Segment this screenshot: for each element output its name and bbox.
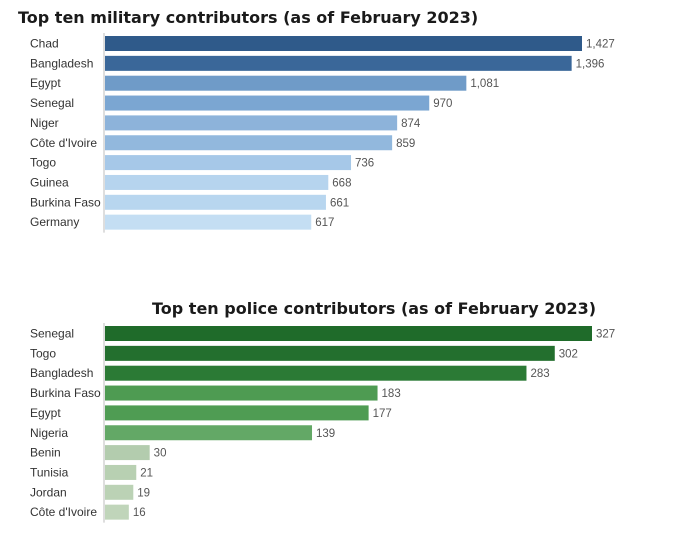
police-bar: [105, 464, 137, 480]
police-category-label: Burkina Faso: [30, 386, 101, 400]
police-category-label: Togo: [30, 346, 56, 360]
military-bar: [105, 75, 467, 91]
military-bar: [105, 115, 398, 131]
police-bar: [105, 345, 555, 361]
police-category-label: Côte d'Ivoire: [30, 505, 97, 519]
police-bar: [105, 385, 378, 401]
military-category-label: Senegal: [30, 96, 74, 110]
military-bar: [105, 174, 329, 190]
police-value-label: 139: [316, 428, 335, 440]
military-bar: [105, 36, 582, 51]
military-category-label: Bangladesh: [30, 56, 93, 70]
military-category-label: Guinea: [30, 175, 69, 189]
military-category-label: Côte d'Ivoire: [30, 136, 97, 150]
military-value-label: 668: [332, 177, 351, 189]
police-bar: [105, 445, 150, 461]
police-category-label: Egypt: [30, 406, 61, 420]
military-category-label: Chad: [30, 37, 59, 51]
military-bar: [105, 55, 572, 71]
police-category-label: Benin: [30, 446, 61, 460]
military-bar: [105, 155, 352, 171]
military-category-label: Burkina Faso: [30, 195, 101, 209]
military-chart-title: Top ten military contributors (as of Feb…: [18, 8, 478, 27]
police-bar: [105, 425, 313, 441]
police-bar-chart: Senegal 327 Togo 302 Bangladesh 283 Burkina Fa…: [30, 323, 615, 523]
police-bar: [105, 405, 369, 421]
police-value-label: 19: [137, 487, 150, 499]
military-category-label: Germany: [30, 215, 79, 229]
police-bar: [105, 326, 592, 341]
police-bar: [105, 504, 129, 520]
police-value-label: 327: [596, 329, 615, 341]
military-bar: [105, 135, 393, 151]
military-value-label: 859: [396, 138, 415, 150]
military-value-label: 1,396: [576, 58, 605, 70]
police-category-label: Senegal: [30, 327, 74, 341]
police-value-label: 177: [373, 408, 392, 420]
military-bar: [105, 95, 430, 111]
police-value-label: 283: [530, 368, 549, 380]
military-value-label: 1,427: [586, 39, 615, 51]
military-category-label: Egypt: [30, 76, 61, 90]
police-bar: [105, 484, 134, 500]
police-category-label: Nigeria: [30, 426, 68, 440]
police-chart-title: Top ten police contributors (as of Febru…: [152, 299, 596, 318]
police-category-label: Jordan: [30, 485, 67, 499]
police-value-label: 183: [382, 388, 401, 400]
police-value-label: 21: [140, 467, 153, 479]
police-bar: [105, 365, 527, 381]
police-value-label: 16: [133, 507, 146, 519]
military-value-label: 661: [330, 197, 349, 209]
police-value-label: 30: [154, 448, 167, 460]
police-category-label: Tunisia: [30, 465, 69, 479]
military-category-label: Togo: [30, 156, 56, 170]
military-bar: [105, 214, 312, 230]
military-value-label: 970: [433, 98, 452, 110]
military-bar-chart: Chad 1,427 Bangladesh 1,396 Egypt 1,081 Senega…: [30, 33, 615, 233]
military-value-label: 874: [401, 118, 421, 130]
military-category-label: Niger: [30, 116, 59, 130]
police-category-label: Bangladesh: [30, 366, 93, 380]
military-value-label: 1,081: [470, 78, 499, 90]
military-value-label: 736: [355, 158, 374, 170]
police-value-label: 302: [559, 348, 578, 360]
military-value-label: 617: [315, 217, 334, 229]
military-bar: [105, 194, 326, 210]
